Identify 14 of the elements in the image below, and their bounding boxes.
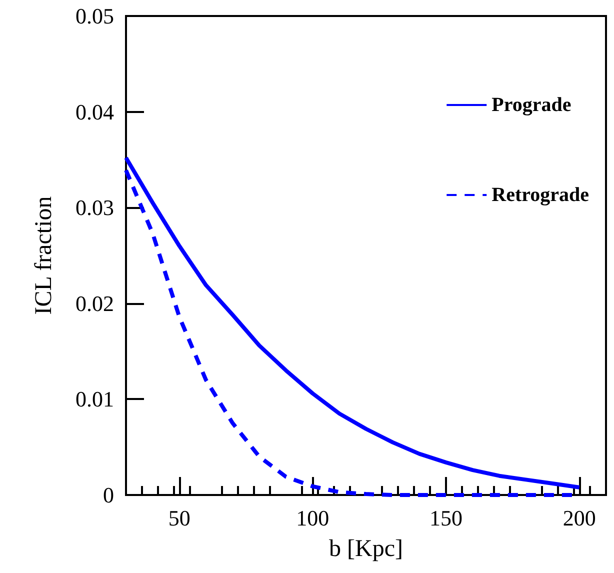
y-axis-title: ICL fraction xyxy=(31,196,57,315)
y-tick-label: 0.02 xyxy=(76,290,114,316)
x-tick-label: 200 xyxy=(562,506,596,530)
y-tick-label: 0.03 xyxy=(76,195,114,220)
x-tick-label: 50 xyxy=(168,506,190,530)
y-tick-label: 0.05 xyxy=(76,4,114,28)
legend-label: Retrograde xyxy=(492,184,590,206)
x-tick-label: 150 xyxy=(430,506,462,530)
x-axis-title: b [Kpc] xyxy=(329,536,403,562)
y-tick-label: 0 xyxy=(103,482,114,508)
y-tick-label: 0.01 xyxy=(76,386,114,412)
x-tick-label: 100 xyxy=(296,506,330,530)
y-tick-label: 0.04 xyxy=(76,99,114,124)
legend-label: Prograde xyxy=(492,94,572,116)
